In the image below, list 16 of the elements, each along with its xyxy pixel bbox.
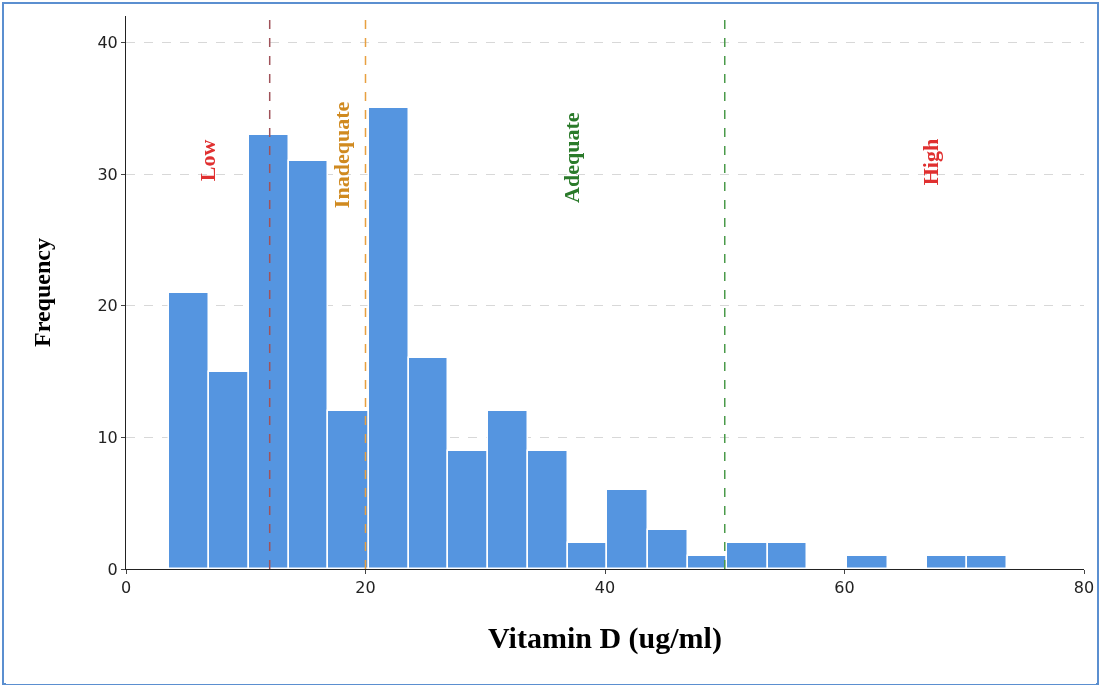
x-tick-label: 80 [1073, 578, 1095, 598]
x-axis-title: Vitamin D (ug/ml) [488, 620, 722, 655]
y-tick-label: 30 [97, 164, 118, 184]
y-tick-label: 20 [97, 296, 118, 316]
annotation: Inadequate [329, 101, 355, 209]
x-tick-label: 0 [120, 578, 132, 598]
annotation: Low [194, 139, 220, 182]
y-tick-label: 40 [97, 32, 118, 52]
x-tick-label: 40 [594, 578, 616, 598]
y-tick-label: 10 [97, 427, 118, 447]
y-tick-label: 0 [107, 559, 118, 579]
annotation: Adequate [558, 112, 584, 203]
y-axis-title: Frequency [28, 238, 55, 347]
x-tick-label: 20 [355, 578, 376, 598]
annotation: High [917, 138, 943, 186]
x-tick-label: 60 [834, 578, 855, 598]
